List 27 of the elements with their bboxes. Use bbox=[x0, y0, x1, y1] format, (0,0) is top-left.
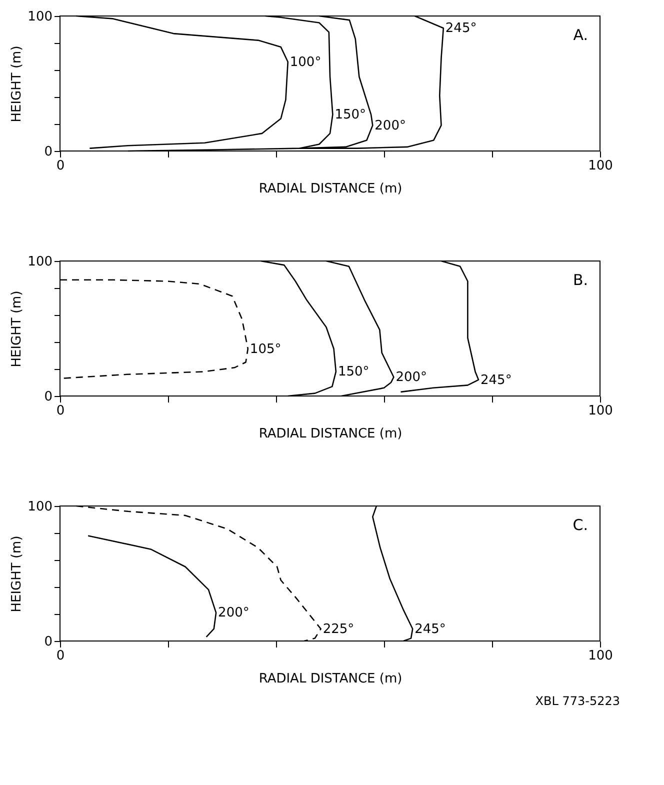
y-axis-title: HEIGHT (m) bbox=[10, 536, 25, 612]
y-tick-label: 0 bbox=[44, 634, 52, 650]
series-label: 200° bbox=[218, 606, 250, 621]
series-label: 200° bbox=[396, 370, 428, 386]
x-axis-title: RADIAL DISTANCE (m) bbox=[258, 672, 402, 686]
annotation: C. bbox=[572, 516, 588, 534]
series-label: 245° bbox=[480, 372, 512, 388]
y-tick-label: 100 bbox=[28, 500, 52, 514]
y-tick-label: 0 bbox=[44, 144, 52, 160]
annotation: A. bbox=[573, 26, 588, 44]
annotation: B. bbox=[572, 271, 588, 289]
series-label: 100° bbox=[290, 54, 322, 70]
series-label: 150° bbox=[334, 108, 366, 123]
series-label: 200° bbox=[374, 118, 406, 134]
series-label: 245° bbox=[445, 21, 477, 36]
series-label: 105° bbox=[250, 342, 282, 357]
series-label: 225° bbox=[322, 622, 354, 637]
text: XBL 773-5223 bbox=[535, 694, 620, 708]
y-tick-label: 100 bbox=[28, 254, 52, 270]
y-axis-title: HEIGHT (m) bbox=[10, 46, 25, 122]
y-axis-title: HEIGHT (m) bbox=[10, 290, 25, 368]
y-tick-label: 100 bbox=[28, 10, 52, 24]
series-label: 245° bbox=[414, 622, 446, 637]
series-label: 150° bbox=[338, 364, 370, 380]
x-axis-title: RADIAL DISTANCE (m) bbox=[258, 182, 402, 196]
x-axis-title: RADIAL DISTANCE (m) bbox=[258, 426, 402, 442]
y-tick-label: 0 bbox=[44, 390, 52, 404]
